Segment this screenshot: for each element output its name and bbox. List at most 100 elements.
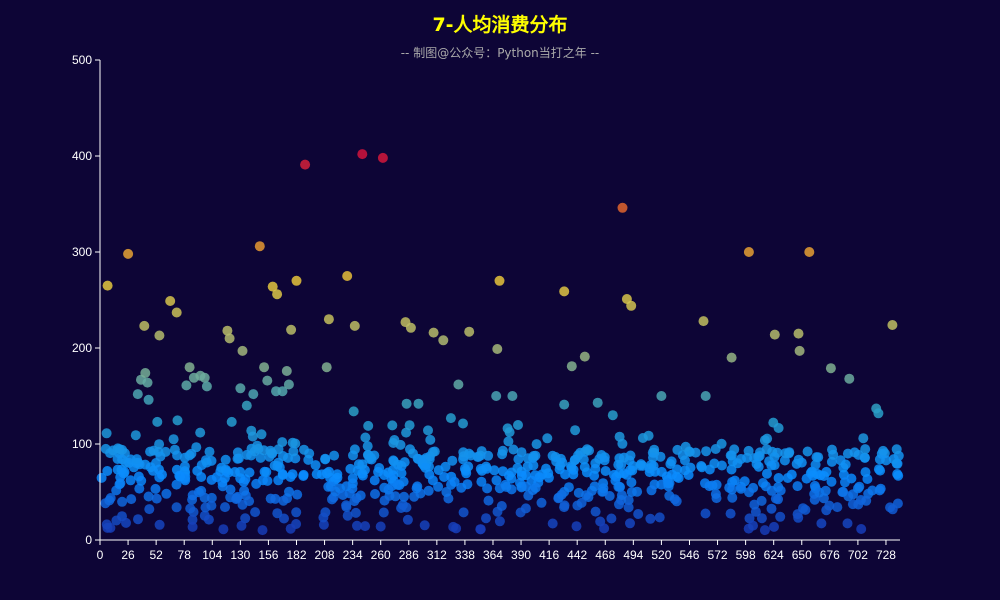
data-point[interactable]: [858, 433, 869, 444]
data-point[interactable]: [685, 462, 696, 473]
data-point[interactable]: [252, 440, 263, 451]
data-point[interactable]: [362, 441, 373, 452]
data-point[interactable]: [323, 314, 334, 325]
data-point[interactable]: [383, 484, 394, 495]
data-point[interactable]: [396, 468, 407, 479]
data-point[interactable]: [185, 503, 196, 514]
data-point[interactable]: [157, 469, 167, 480]
data-point[interactable]: [255, 452, 266, 463]
data-point[interactable]: [726, 464, 737, 475]
data-point[interactable]: [531, 439, 542, 450]
data-point[interactable]: [854, 481, 865, 492]
data-point[interactable]: [237, 345, 248, 356]
data-point[interactable]: [856, 524, 867, 534]
data-point[interactable]: [168, 434, 179, 445]
data-point[interactable]: [165, 296, 176, 306]
data-point[interactable]: [123, 248, 134, 259]
data-point[interactable]: [119, 467, 130, 477]
data-point[interactable]: [663, 478, 674, 489]
data-point[interactable]: [201, 381, 212, 392]
data-point[interactable]: [388, 455, 399, 466]
data-point[interactable]: [496, 501, 507, 511]
data-point[interactable]: [357, 459, 368, 470]
data-point[interactable]: [342, 271, 353, 281]
data-point[interactable]: [236, 520, 247, 531]
data-point[interactable]: [291, 507, 302, 518]
data-point[interactable]: [786, 469, 797, 480]
data-point[interactable]: [270, 493, 281, 504]
data-point[interactable]: [607, 410, 618, 421]
data-point[interactable]: [736, 483, 746, 494]
data-point[interactable]: [216, 462, 227, 473]
data-point[interactable]: [357, 149, 368, 160]
data-point[interactable]: [133, 514, 143, 525]
data-point[interactable]: [117, 496, 128, 507]
data-point[interactable]: [626, 487, 637, 497]
data-point[interactable]: [476, 476, 487, 487]
data-point[interactable]: [749, 499, 760, 510]
data-point[interactable]: [251, 478, 262, 489]
data-point[interactable]: [378, 507, 389, 518]
data-point[interactable]: [349, 496, 360, 507]
data-point[interactable]: [792, 481, 803, 492]
data-point[interactable]: [568, 469, 579, 480]
data-point[interactable]: [838, 469, 849, 480]
data-point[interactable]: [292, 489, 303, 500]
data-point[interactable]: [451, 523, 462, 534]
data-point[interactable]: [342, 510, 353, 521]
data-point[interactable]: [840, 459, 851, 470]
data-point[interactable]: [775, 485, 786, 496]
data-point[interactable]: [283, 379, 294, 390]
data-point[interactable]: [220, 454, 231, 465]
data-point[interactable]: [860, 444, 871, 455]
data-point[interactable]: [405, 322, 416, 333]
data-point[interactable]: [727, 484, 737, 495]
data-point[interactable]: [411, 483, 422, 494]
data-point[interactable]: [126, 494, 137, 505]
data-point[interactable]: [218, 524, 229, 535]
data-point[interactable]: [483, 495, 494, 506]
data-point[interactable]: [206, 474, 217, 485]
data-point[interactable]: [726, 352, 737, 363]
data-point[interactable]: [348, 450, 358, 461]
data-point[interactable]: [727, 477, 738, 487]
data-point[interactable]: [483, 450, 494, 461]
data-point[interactable]: [859, 452, 870, 463]
data-point[interactable]: [888, 454, 899, 465]
data-point[interactable]: [318, 512, 329, 523]
data-point[interactable]: [181, 380, 192, 391]
data-point[interactable]: [802, 446, 813, 457]
data-point[interactable]: [853, 499, 864, 510]
data-point[interactable]: [646, 485, 657, 496]
data-point[interactable]: [254, 241, 265, 252]
data-point[interactable]: [801, 473, 812, 484]
data-point[interactable]: [873, 464, 884, 475]
data-point[interactable]: [528, 460, 539, 471]
data-point[interactable]: [231, 494, 242, 505]
data-point[interactable]: [793, 512, 804, 523]
data-point[interactable]: [96, 472, 107, 483]
data-point[interactable]: [814, 487, 825, 498]
data-point[interactable]: [439, 472, 450, 482]
data-point[interactable]: [287, 437, 298, 448]
data-point[interactable]: [203, 514, 214, 525]
data-point[interactable]: [621, 469, 632, 480]
data-point[interactable]: [304, 448, 315, 459]
data-point[interactable]: [257, 525, 268, 536]
data-point[interactable]: [272, 289, 283, 300]
data-point[interactable]: [617, 202, 628, 213]
data-point[interactable]: [507, 391, 518, 401]
data-point[interactable]: [837, 487, 848, 498]
data-point[interactable]: [259, 362, 270, 373]
data-point[interactable]: [187, 514, 198, 525]
data-point[interactable]: [413, 398, 424, 409]
data-point[interactable]: [239, 485, 250, 496]
data-point[interactable]: [206, 492, 217, 503]
data-point[interactable]: [725, 508, 736, 519]
data-point[interactable]: [667, 469, 678, 480]
data-point[interactable]: [404, 420, 415, 431]
data-point[interactable]: [154, 439, 165, 450]
data-point[interactable]: [861, 495, 872, 506]
data-point[interactable]: [590, 463, 601, 474]
data-point[interactable]: [566, 361, 577, 372]
